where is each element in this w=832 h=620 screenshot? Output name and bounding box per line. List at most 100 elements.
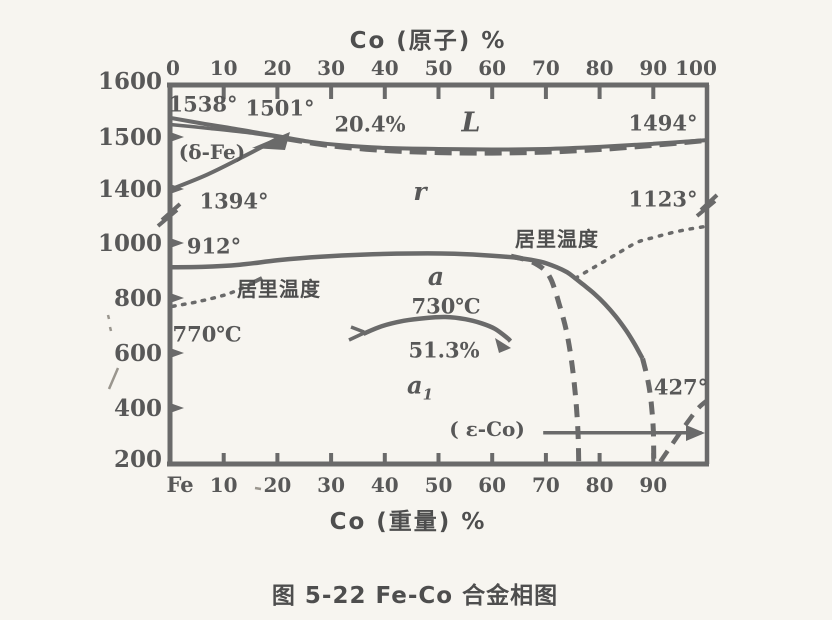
label-melting-co-text: 1494° [629,111,698,136]
top-tick-label-0: 0 [166,56,180,80]
label-delta-transus: 1394° [200,189,269,214]
label-ordering-temp: 730℃ [412,294,481,319]
axis-ticks [170,87,656,462]
bottom-tick-label-20: 20 [263,473,291,497]
label-delta-transus-text: 1394° [200,189,269,214]
label-peritectic-temp: 1501° [246,96,315,121]
label-ordering-temp-text: 730℃ [412,294,481,319]
left-tick-1500 [170,132,184,142]
bottom-tick-label-80: 80 [586,473,614,497]
y-tick-label-1500: 1500 [98,124,162,151]
label-phase-epsilon: ( ε-Co) [449,417,525,441]
dome-left-fork-icon [348,325,365,342]
y-tick-label-1000: 1000 [98,230,162,257]
peritectic-arrow-icon [252,132,290,150]
curie-left-end-tick [249,276,263,286]
label-melting-fe: 1538° [169,92,238,117]
plot-annotations: 1538° 1501° 20.4% 1494° L (δ-Fe) 1394° 912° 1123… [169,92,709,442]
top-tick-label-90: 90 [639,56,667,80]
label-phase-gamma: r [413,177,428,206]
label-phase-liquid: L [461,108,481,139]
curve-ordering-dome [362,314,513,343]
label-eps-transus-text: 427° [654,375,708,400]
y-tick-label-1600: 1600 [98,68,162,95]
curve-solidus-dashed [285,136,705,156]
label-phase-alpha: a [428,262,444,291]
left-tick-1000 [170,238,184,248]
label-curie-right: 居里温度 [515,227,599,251]
bottom-tick-label-90: 90 [639,473,667,497]
y-tick-label-400: 400 [114,395,162,422]
label-eps-transus: 427° [654,375,708,400]
top-tick-label-10: 10 [210,56,238,80]
label-phase-gamma-text: r [413,177,428,206]
label-a3-temp-text: 912° [187,234,241,259]
label-curie-fe-temp-text: 770℃ [173,322,242,347]
label-ordering-comp: 51.3% [408,338,479,363]
left-tick-800 [170,293,184,303]
left-axis-break-icon [156,202,182,228]
left-tick-400 [170,403,184,413]
scan-artifact-marks [106,314,262,491]
curve-delta-solidus [169,122,280,139]
bottom-tick-label-30: 30 [317,473,345,497]
axis-tick-labels: 0 10 20 30 40 50 60 70 80 90 100 10 20 30 40 50 60 70 80 90… [98,56,717,497]
bottom-tick-label-70: 70 [532,473,560,497]
bottom-origin-label: Fe [166,472,193,497]
label-melting-co: 1494° [629,111,698,136]
label-curie-left: 居里温度 [237,277,321,301]
label-phase-alpha-text: a [428,262,444,291]
curve-order-boundary-dashed [510,253,582,462]
curve-gamma-alpha-dashed-tail [640,357,657,462]
label-phase-delta-text: (δ-Fe) [179,140,245,164]
curve-decorations [106,132,705,491]
label-phase-liquid-text: L [461,108,481,139]
label-curie-fe-temp: 770℃ [173,322,242,347]
label-curie-right-text: 居里温度 [515,227,599,251]
top-tick-label-100: 100 [675,56,717,80]
top-tick-label-40: 40 [371,56,399,80]
label-peritectic-temp-text: 1501° [246,96,315,121]
plot-frame [156,82,719,467]
left-tick-1400 [170,184,184,194]
label-phase-epsilon-text: ( ε-Co) [449,417,525,441]
curve-gamma-alpha-boundary [169,251,645,360]
top-tick-label-60: 60 [478,56,506,80]
label-phase-delta: (δ-Fe) [179,140,245,164]
label-a3-temp: 912° [187,234,241,259]
bottom-tick-label-10: 10 [210,473,238,497]
label-phase-alpha1-text: a [407,371,423,400]
label-phase-alpha1-subscript: 1 [423,386,433,404]
label-curie-co-temp-text: 1123° [629,187,698,212]
top-tick-label-50: 50 [425,56,453,80]
label-ordering-comp-text: 51.3% [408,338,479,363]
top-tick-label-30: 30 [317,56,345,80]
eps-leader-arrow-icon [686,425,705,441]
bottom-tick-label-60: 60 [478,473,506,497]
phase-boundaries [169,115,709,463]
figure-caption: 图 5-22 Fe-Co 合金相图 [272,582,558,609]
left-tick-600 [170,348,184,358]
right-axis-break-icon [695,193,719,218]
curve-eps-transus-dashed [658,398,709,463]
top-axis-title: Co (原子) % [350,28,507,54]
label-peritectic-comp: 20.4% [334,112,405,137]
top-tick-label-80: 80 [586,56,614,80]
y-tick-label-200: 200 [114,446,162,473]
label-curie-left-text: 居里温度 [237,277,321,301]
bottom-tick-label-50: 50 [425,473,453,497]
label-melting-fe-text: 1538° [169,92,238,117]
label-peritectic-comp-text: 20.4% [334,112,405,137]
curve-curie-alpha-dotted [170,279,258,309]
bottom-tick-label-40: 40 [371,473,399,497]
label-phase-alpha1: a1 [407,371,433,404]
y-tick-label-600: 600 [114,340,162,367]
top-tick-label-20: 20 [263,56,291,80]
top-tick-label-70: 70 [532,56,560,80]
y-tick-label-800: 800 [114,285,162,312]
label-curie-co-temp: 1123° [629,187,698,212]
bottom-axis-title: Co (重量) % [330,509,487,535]
dome-right-arrow-icon [495,338,511,353]
